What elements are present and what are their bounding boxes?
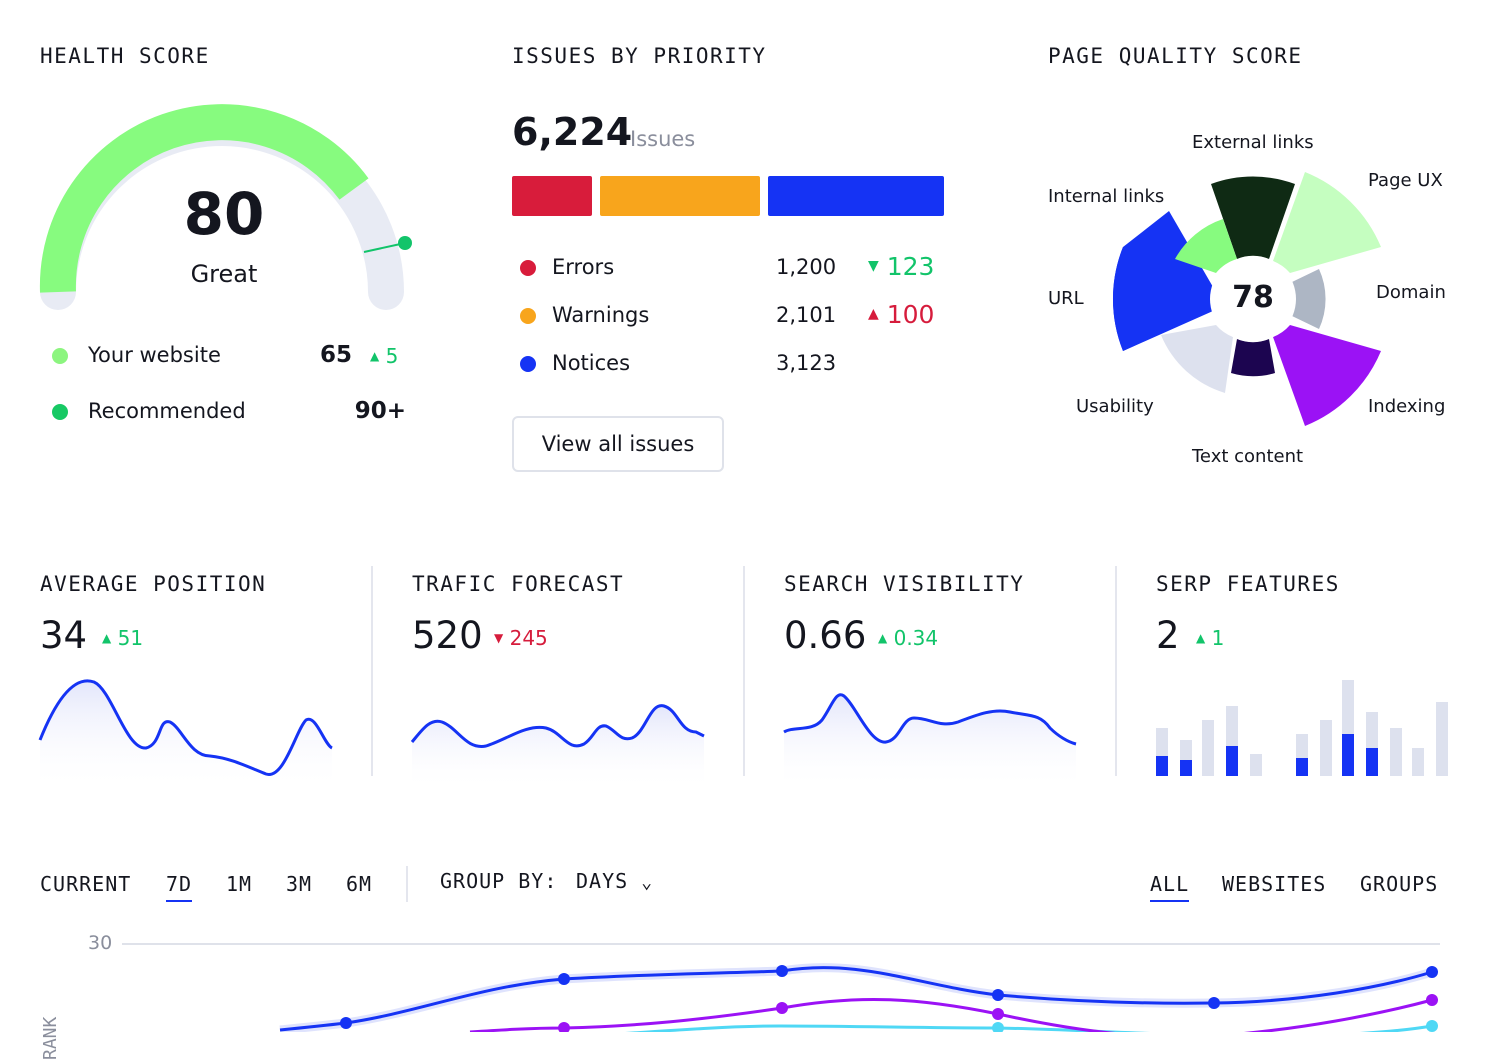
indexing-label: Indexing bbox=[1368, 396, 1446, 417]
page-quality-score: 78 bbox=[1232, 280, 1274, 315]
average-position-delta: ▲ 51 bbox=[102, 626, 144, 650]
issues-title: ISSUES BY PRIORITY bbox=[512, 44, 767, 68]
group-by-select[interactable]: DAYS ⌄ bbox=[576, 869, 654, 893]
average-position-sparkline bbox=[38, 679, 333, 790]
page-quality-title: PAGE QUALITY SCORE bbox=[1048, 44, 1303, 68]
warnings-delta: ▲ 100 bbox=[868, 300, 935, 329]
page-quality-chart bbox=[1112, 172, 1381, 426]
average-position-value: 34 bbox=[40, 614, 88, 657]
external-links-segment bbox=[1211, 176, 1295, 259]
recommended-label: Recommended bbox=[88, 399, 246, 423]
domain-segment bbox=[1292, 269, 1326, 329]
rank-tick-label: 30 bbox=[88, 932, 113, 954]
search-visibility-title: SEARCH VISIBILITY bbox=[784, 572, 1025, 596]
page-ux-segment bbox=[1273, 172, 1381, 273]
issues-total: 6,224 bbox=[512, 110, 633, 154]
tab-websites[interactable]: WEBSITES bbox=[1222, 872, 1327, 896]
health-score-title: HEALTH SCORE bbox=[40, 44, 210, 68]
notices-value: 3,123 bbox=[776, 351, 837, 375]
health-gauge bbox=[39, 104, 412, 310]
internal-links-label: Internal links bbox=[1048, 186, 1165, 207]
warnings-dot bbox=[520, 308, 536, 324]
page-ux-label: Page UX bbox=[1368, 170, 1443, 191]
serp-features-delta: ▲ 1 bbox=[1196, 626, 1225, 650]
divider bbox=[371, 566, 373, 776]
issues-total-label: Issues bbox=[630, 127, 696, 151]
tab-3m[interactable]: 3M bbox=[286, 872, 313, 896]
tab-6m[interactable]: 6M bbox=[346, 872, 373, 896]
your-website-label: Your website bbox=[88, 343, 221, 367]
warnings-label: Warnings bbox=[552, 303, 650, 327]
chevron-down-icon: ⌄ bbox=[641, 872, 654, 893]
text-content-label: Text content bbox=[1192, 446, 1304, 467]
tab-groups[interactable]: GROUPS bbox=[1360, 872, 1439, 896]
triangle-up-icon: ▲ bbox=[868, 306, 879, 322]
your-website-delta: ▲ 5 bbox=[370, 344, 399, 368]
gauge-marker bbox=[398, 236, 412, 250]
divider bbox=[743, 566, 745, 776]
traffic-forecast-title: TRAFIC FORECAST bbox=[412, 572, 625, 596]
triangle-up-icon: ▲ bbox=[878, 631, 888, 645]
usability-segment bbox=[1161, 325, 1233, 393]
health-score-value: 80 bbox=[183, 180, 265, 248]
usability-label: Usability bbox=[1076, 396, 1154, 417]
divider bbox=[406, 866, 408, 902]
domain-label: Domain bbox=[1376, 282, 1446, 303]
internal-links-segment bbox=[1175, 219, 1237, 273]
triangle-up-icon: ▲ bbox=[1196, 631, 1206, 645]
tab-1m[interactable]: 1M bbox=[226, 872, 253, 896]
traffic-forecast-value: 520 bbox=[412, 614, 483, 657]
warnings-bar-segment bbox=[600, 176, 760, 216]
triangle-down-icon: ▼ bbox=[868, 258, 879, 274]
errors-bar-segment bbox=[512, 176, 592, 216]
search-visibility-sparkline bbox=[783, 693, 1077, 790]
errors-dot bbox=[520, 260, 536, 276]
recommended-value: 90+ bbox=[354, 398, 406, 424]
your-website-dot bbox=[52, 348, 68, 364]
your-website-value: 65 bbox=[319, 342, 352, 368]
search-visibility-delta: ▲ 0.34 bbox=[878, 626, 939, 650]
text-content-segment bbox=[1231, 339, 1275, 377]
indexing-segment bbox=[1273, 325, 1381, 426]
divider bbox=[1115, 566, 1117, 776]
view-all-issues-button[interactable]: View all issues bbox=[512, 416, 724, 472]
current-label: CURRENT bbox=[40, 872, 132, 896]
traffic-forecast-sparkline bbox=[410, 704, 705, 790]
serp-features-title: SERP FEATURES bbox=[1156, 572, 1340, 596]
errors-label: Errors bbox=[552, 255, 615, 279]
url-label: URL bbox=[1048, 288, 1084, 309]
triangle-up-icon: ▲ bbox=[102, 631, 112, 645]
serp-features-value: 2 bbox=[1156, 614, 1180, 657]
errors-value: 1,200 bbox=[776, 255, 837, 279]
search-visibility-value: 0.66 bbox=[784, 614, 867, 657]
notices-dot bbox=[520, 356, 536, 372]
warnings-value: 2,101 bbox=[776, 303, 837, 327]
tab-7d[interactable]: 7D bbox=[166, 872, 193, 902]
health-score-label: Great bbox=[190, 260, 258, 288]
average-position-title: AVERAGE POSITION bbox=[40, 572, 267, 596]
triangle-down-icon: ▼ bbox=[494, 631, 504, 645]
serp-features-bars bbox=[1156, 680, 1448, 776]
recommended-dot bbox=[52, 404, 68, 420]
external-links-label: External links bbox=[1192, 132, 1314, 153]
rank-chart bbox=[122, 943, 1440, 1032]
tab-all[interactable]: ALL bbox=[1150, 872, 1190, 902]
notices-label: Notices bbox=[552, 351, 631, 375]
errors-delta: ▼ 123 bbox=[868, 252, 935, 281]
notices-bar-segment bbox=[768, 176, 944, 216]
triangle-up-icon: ▲ bbox=[370, 349, 380, 363]
traffic-forecast-delta: ▼ 245 bbox=[494, 626, 548, 650]
group-by-label: GROUP BY: bbox=[440, 869, 558, 893]
